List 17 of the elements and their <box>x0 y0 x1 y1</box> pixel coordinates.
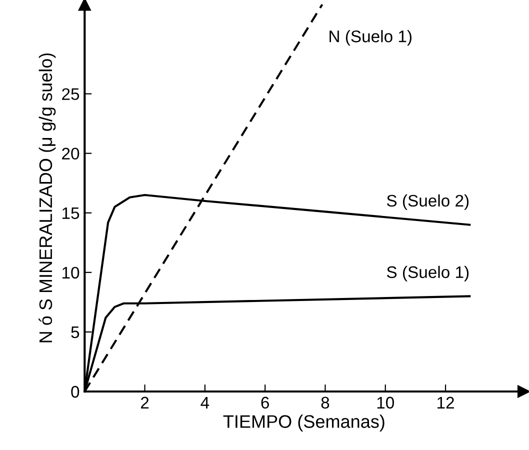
x-axis-title: TIEMPO (Semanas) <box>223 414 384 432</box>
x-tick-label: 6 <box>261 396 269 409</box>
series-label: S (Suelo 1) <box>386 266 469 282</box>
series-label: N (Suelo 1) <box>330 30 412 46</box>
series-label: S (Suelo 2) <box>386 194 469 210</box>
y-tick-label: 25 <box>62 88 80 100</box>
y-tick-label: 5 <box>71 326 80 338</box>
y-tick-label: 15 <box>62 207 80 220</box>
x-tick-label: 10 <box>377 396 394 409</box>
x-tick-label: 2 <box>140 396 149 408</box>
x-tick-label: 4 <box>200 396 210 408</box>
x-tick-label: 8 <box>321 396 330 409</box>
y-tick-label: 20 <box>62 148 80 160</box>
y-tick-label: 10 <box>62 266 80 279</box>
y-axis-title: N ó S MINERALIZADO (μ g/g suelo) <box>38 53 56 342</box>
x-tick-label: 12 <box>438 396 454 408</box>
y-tick-label: 0 <box>71 386 80 398</box>
